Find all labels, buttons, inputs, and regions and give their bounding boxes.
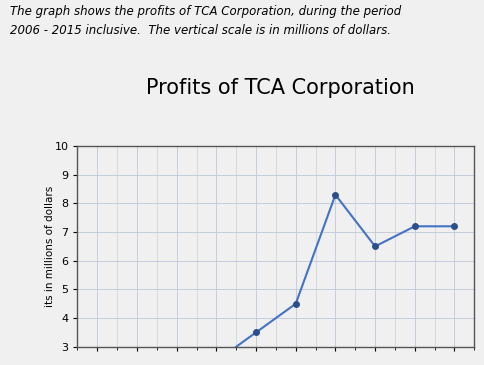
Text: Profits of TCA Corporation: Profits of TCA Corporation <box>146 78 415 97</box>
Y-axis label: its in millions of dollars: its in millions of dollars <box>45 186 55 307</box>
Text: The graph shows the profits of TCA Corporation, during the period: The graph shows the profits of TCA Corpo… <box>10 5 401 19</box>
Text: 2006 - 2015 inclusive.  The vertical scale is in millions of dollars.: 2006 - 2015 inclusive. The vertical scal… <box>10 24 391 37</box>
